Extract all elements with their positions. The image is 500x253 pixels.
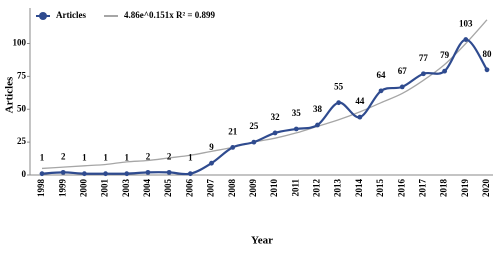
y-tick-label: 100 <box>13 38 27 48</box>
x-axis-label: Year <box>251 235 273 247</box>
data-label: 1 <box>125 153 130 163</box>
x-tick-label: 2019 <box>460 179 470 198</box>
data-point <box>293 126 299 132</box>
data-line <box>41 38 488 176</box>
data-point <box>357 114 363 120</box>
x-tick-label: 2015 <box>375 179 385 198</box>
data-point <box>39 171 45 177</box>
data-label: 35 <box>292 108 302 118</box>
data-label: 2 <box>61 151 66 161</box>
y-tick-label: 0 <box>22 169 27 179</box>
x-tick-label: 2012 <box>312 179 322 198</box>
x-tick-label: 2013 <box>333 179 343 198</box>
x-tick-label: 2016 <box>396 179 406 198</box>
data-point <box>230 144 236 150</box>
data-label: 1 <box>103 153 108 163</box>
data-point <box>442 68 448 74</box>
y-axis-label: Articles <box>4 76 16 113</box>
x-tick-label: 2009 <box>248 179 258 198</box>
data-label: 80 <box>483 49 493 59</box>
x-tick-label: 2001 <box>100 179 110 198</box>
data-label: 44 <box>355 96 365 106</box>
data-label: 55 <box>334 82 344 92</box>
x-tick-label: 2014 <box>354 179 364 198</box>
data-label: 21 <box>228 126 238 136</box>
data-label: 64 <box>377 70 387 80</box>
x-tick-label: 2010 <box>269 179 279 198</box>
data-point <box>60 169 66 175</box>
data-label: 67 <box>398 66 408 76</box>
legend-label: Articles <box>56 10 86 20</box>
x-tick-label: 2011 <box>290 179 300 197</box>
x-tick-label: 2005 <box>163 179 173 198</box>
data-label: 77 <box>419 53 429 63</box>
data-label: 79 <box>440 50 450 60</box>
data-point <box>251 139 257 145</box>
data-label: 1 <box>188 153 193 163</box>
x-tick-label: 2004 <box>142 179 152 198</box>
x-tick-label: 2007 <box>206 179 216 198</box>
data-point <box>421 71 426 77</box>
data-label: 25 <box>249 121 259 131</box>
data-point <box>463 37 469 42</box>
data-point <box>166 169 172 175</box>
x-tick-label: 2000 <box>78 179 88 198</box>
x-tick-label: 1998 <box>36 179 46 198</box>
data-point <box>484 67 490 73</box>
data-point <box>336 100 342 106</box>
data-label: 2 <box>167 151 172 161</box>
x-tick-label: 2008 <box>227 179 237 198</box>
x-tick-label: 2006 <box>184 179 194 198</box>
y-tick-label: 25 <box>17 136 27 146</box>
data-point <box>187 171 193 177</box>
x-tick-label: 1999 <box>57 179 67 198</box>
data-point <box>209 160 214 166</box>
data-point <box>272 130 278 136</box>
legend-label: 4.86e^0.151x R² = 0.899 <box>124 10 216 20</box>
x-tick-label: 2017 <box>417 179 427 198</box>
data-point <box>81 171 87 177</box>
data-point <box>124 171 130 177</box>
data-point <box>103 171 108 177</box>
data-label: 1 <box>40 153 45 163</box>
x-tick-label: 2003 <box>121 179 131 198</box>
data-label: 1 <box>82 153 87 163</box>
data-label: 32 <box>271 112 281 122</box>
data-label: 9 <box>209 142 214 152</box>
legend-marker <box>39 12 47 20</box>
data-label: 2 <box>146 151 151 161</box>
data-label: 103 <box>459 19 473 29</box>
data-label: 38 <box>313 104 323 114</box>
data-point <box>378 88 384 94</box>
data-point <box>399 84 405 90</box>
trend-line <box>41 19 488 170</box>
data-point <box>145 169 151 175</box>
y-tick-label: 50 <box>17 103 27 113</box>
x-tick-label: 2020 <box>481 179 491 198</box>
x-tick-label: 2018 <box>439 179 449 198</box>
y-tick-label: 75 <box>17 70 27 80</box>
data-point <box>315 122 320 128</box>
